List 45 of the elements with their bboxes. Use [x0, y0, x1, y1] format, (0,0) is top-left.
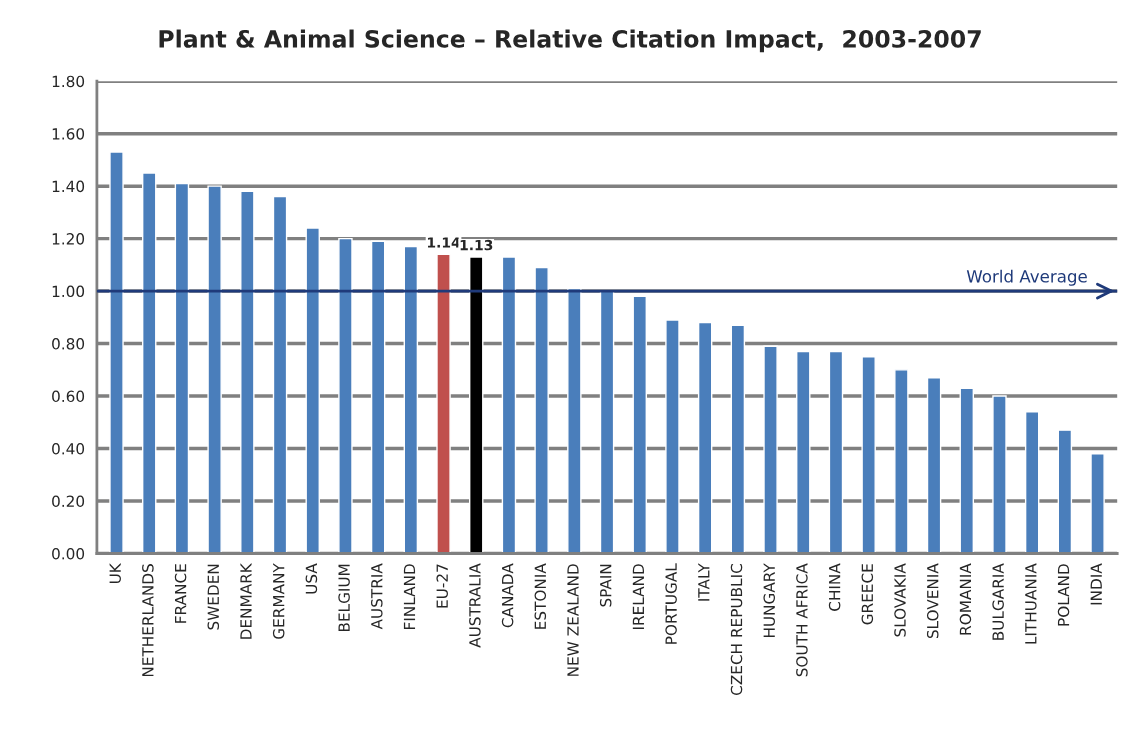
x-tick-label: CHINA [828, 563, 841, 611]
x-tick-label: POLAND [1057, 564, 1070, 626]
y-tick-label: 0.00 [52, 547, 85, 560]
x-tick-label: DENMARK [240, 562, 252, 639]
x-tick-label: UK [109, 562, 121, 584]
y-tick-label: 0.20 [52, 495, 85, 508]
y-tick-label: 0.80 [52, 338, 85, 350]
x-tick-label: ITALY [698, 563, 710, 601]
ref-line-label: World Average [966, 269, 1087, 286]
x-tick-label: SLOVENIA [926, 563, 939, 639]
y-tick-label: 1.40 [52, 180, 85, 193]
x-tick-label: IRELAND [632, 564, 644, 629]
x-tick-label: NEW ZEALAND [567, 564, 579, 676]
x-tick-label: BULGARIA [992, 563, 1004, 640]
x-tick-label: HUNGARY [763, 563, 775, 638]
x-tick-label: ESTONIA [534, 563, 547, 629]
data-label: 1.13 [460, 239, 493, 251]
y-tick-label: 1.60 [52, 128, 85, 140]
y-tick-label: 0.60 [52, 390, 85, 403]
x-tick-label: INDIA [1090, 563, 1102, 605]
x-tick-label: SPAIN [599, 564, 612, 607]
x-tick-label: GREECE [861, 564, 874, 625]
x-tick-label: SOUTH AFRICA [796, 563, 808, 677]
x-tick-label: NETHERLANDS [142, 564, 154, 677]
x-tick-label: FINLAND [403, 564, 416, 629]
y-tick-label: 0.40 [52, 443, 85, 455]
y-tick-label: 1.20 [52, 233, 85, 245]
data-label: 1.14 [427, 237, 461, 248]
x-tick-label: AUSTRALIA [469, 563, 481, 648]
x-tick-label: LITHUANIA [1025, 563, 1037, 644]
x-tick-label: ROMANIA [959, 563, 972, 635]
chart-title: Plant & Animal Science – Relative Citation Impact, 2003-2007 [159, 29, 981, 53]
x-tick-label: SWEDEN [207, 564, 220, 630]
y-tick-label: 1.80 [52, 75, 85, 88]
x-tick-label: FRANCE [174, 564, 187, 623]
x-tick-label: USA [305, 563, 318, 594]
x-tick-label: SLOVAKIA [894, 563, 906, 637]
x-tick-label: PORTUGAL [665, 563, 677, 644]
x-tick-label: GERMANY [272, 563, 285, 639]
x-tick-label: AUSTRIA [371, 563, 383, 630]
x-tick-label: BELGIUM [338, 564, 350, 632]
y-tick-label: 1.00 [52, 285, 85, 298]
x-tick-label: CZECH REPUBLIC [730, 564, 743, 695]
x-tick-label: EU-27 [436, 564, 448, 608]
x-tick-label: CANADA [501, 563, 514, 628]
